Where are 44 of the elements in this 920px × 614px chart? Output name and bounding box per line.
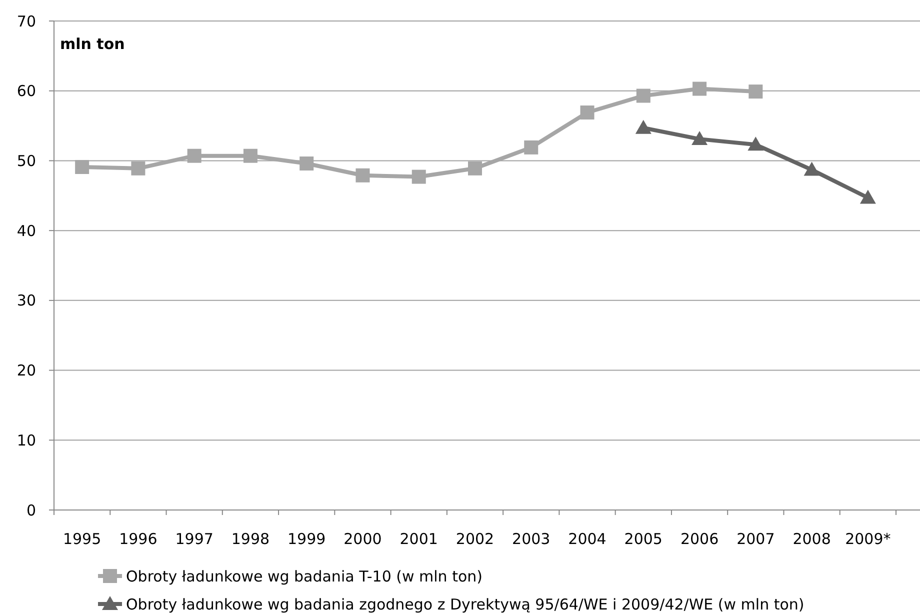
point xyxy=(748,136,764,151)
point xyxy=(804,162,820,176)
y-tick-label: 20 xyxy=(16,362,36,380)
legend-label: Obroty ładunkowe wg badania zgodnego z Dyrektywą 95/64/WE i 2009/42/WE (w mln ton) xyxy=(126,595,804,614)
point xyxy=(243,148,258,163)
y-tick-label: 40 xyxy=(16,222,36,240)
point xyxy=(524,140,538,154)
legend-label: Obroty ładunkowe wg badania T-10 (w mln ton) xyxy=(126,567,482,586)
x-tick-label: 2007 xyxy=(736,530,775,548)
y-tick-label: 0 xyxy=(26,501,36,520)
x-tick-label: 1995 xyxy=(62,530,102,548)
point xyxy=(131,161,146,176)
x-tick-label: 1996 xyxy=(119,530,158,548)
x-tick-label: 2003 xyxy=(512,530,550,548)
point xyxy=(692,82,707,96)
y-tick-label: 10 xyxy=(16,431,36,450)
point xyxy=(300,156,314,171)
x-tick-label: 2006 xyxy=(680,530,719,548)
point xyxy=(580,106,594,120)
point xyxy=(468,161,482,176)
x-tick-label: 2009* xyxy=(845,530,892,548)
point xyxy=(860,190,876,204)
x-tick-label: 1997 xyxy=(175,530,214,548)
x-tick-label: 2002 xyxy=(456,530,494,548)
point xyxy=(412,170,426,184)
y-tick-label: 30 xyxy=(16,292,36,310)
point xyxy=(635,120,652,134)
point xyxy=(692,131,708,146)
point xyxy=(748,84,763,99)
point xyxy=(187,148,202,163)
y-axis-title: mln ton xyxy=(60,35,125,53)
y-tick-label: 70 xyxy=(16,12,36,30)
point xyxy=(636,88,650,103)
point xyxy=(356,168,370,182)
x-tick-label: 2000 xyxy=(344,530,382,548)
x-tick-label: 1999 xyxy=(288,530,326,548)
x-tick-label: 1998 xyxy=(231,530,270,548)
x-tick-label: 2005 xyxy=(624,530,662,548)
x-tick-label: 2008 xyxy=(792,530,831,548)
y-tick-label: 60 xyxy=(16,82,36,100)
x-tick-label: 2004 xyxy=(568,530,606,548)
point xyxy=(75,160,90,174)
y-tick-label: 50 xyxy=(16,152,36,170)
x-tick-label: 2001 xyxy=(400,530,438,548)
